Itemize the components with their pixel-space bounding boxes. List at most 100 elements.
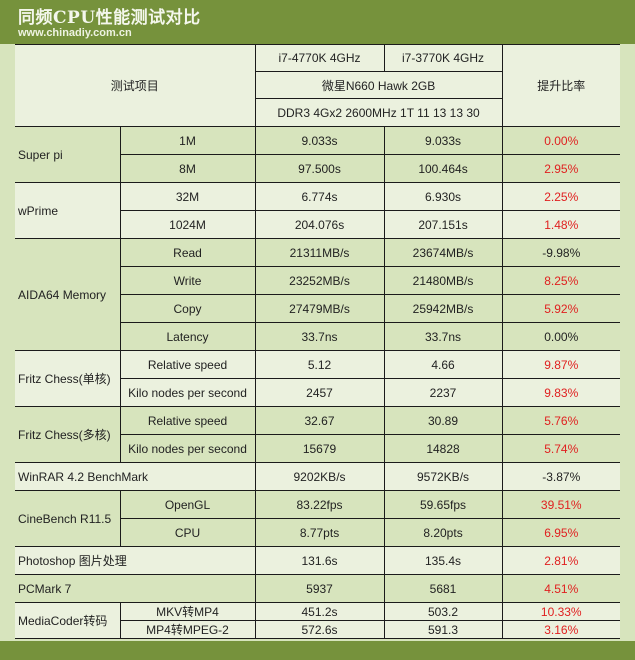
cpu-a-value: 32.67 bbox=[254, 406, 385, 435]
cpu-b-value: 5681 bbox=[383, 574, 503, 603]
table-row: CineBench R11.5 OpenGL 83.22fps 59.65fps… bbox=[15, 490, 621, 547]
cpu-a-value: 5.12 bbox=[254, 350, 385, 379]
header-test-item: 测试项目 bbox=[15, 44, 256, 127]
cpu-b-value: 59.65fps bbox=[383, 490, 503, 519]
cpu-a-value: 97.500s bbox=[254, 154, 385, 183]
cpu-a-value: 83.22fps bbox=[254, 490, 385, 519]
group-label: AIDA64 Memory bbox=[15, 238, 121, 351]
cpu-a-value: 9202KB/s bbox=[254, 462, 385, 491]
sub-item: 1024M bbox=[120, 210, 256, 239]
header-cpu-b: i7-3770K 4GHz bbox=[383, 44, 503, 72]
table-row: Kilo nodes per second 2457 2237 9.83% bbox=[15, 378, 621, 407]
sub-item: Write bbox=[120, 266, 256, 295]
cpu-a-value: 23252MB/s bbox=[254, 266, 385, 295]
header-banner: 同频CPU性能测试对比 www.chinadiy.com.cn bbox=[0, 0, 635, 44]
table-row: Latency 33.7ns 33.7ns 0.00% bbox=[15, 322, 621, 351]
cpu-b-value: 9.033s bbox=[383, 126, 503, 155]
header-improvement: 提升比率 bbox=[501, 44, 621, 127]
cpu-b-value: 8.20pts bbox=[383, 518, 503, 547]
improvement-value: 9.83% bbox=[501, 378, 621, 407]
header-cpu-a: i7-4770K 4GHz bbox=[254, 44, 385, 72]
cpu-b-value: 591.3 bbox=[383, 620, 503, 639]
table-row: AIDA64 Memory Read 21311MB/s 23674MB/s -… bbox=[15, 238, 621, 351]
cpu-b-value: 100.464s bbox=[383, 154, 503, 183]
cpu-a-value: 6.774s bbox=[254, 182, 385, 211]
cpu-a-value: 5937 bbox=[254, 574, 385, 603]
cpu-a-value: 15679 bbox=[254, 434, 385, 463]
cpu-b-value: 21480MB/s bbox=[383, 266, 503, 295]
cpu-b-value: 2237 bbox=[383, 378, 503, 407]
left-margin bbox=[0, 44, 15, 641]
improvement-value: 9.87% bbox=[501, 350, 621, 379]
sub-item: MKV转MP4 bbox=[119, 602, 256, 621]
cpu-a-value: 572.6s bbox=[254, 620, 385, 639]
improvement-value: 6.95% bbox=[501, 518, 621, 547]
table-row: Super pi 1M 9.033s 9.033s 0.00% bbox=[15, 126, 621, 183]
group-label: wPrime bbox=[15, 182, 121, 239]
improvement-value: 0.00% bbox=[501, 322, 621, 351]
cpu-a-value: 131.6s bbox=[254, 546, 385, 575]
cpu-a-value: 8.77pts bbox=[254, 518, 385, 547]
table-row: MP4转MPEG-2 572.6s 591.3 3.16% bbox=[15, 620, 621, 639]
table-row: wPrime 32M 6.774s 6.930s 2.25% bbox=[15, 182, 621, 239]
cpu-a-value: 2457 bbox=[254, 378, 385, 407]
cpu-b-value: 4.66 bbox=[383, 350, 503, 379]
improvement-value: 2.95% bbox=[501, 154, 621, 183]
cpu-b-value: 23674MB/s bbox=[383, 238, 503, 267]
table-row: Fritz Chess(单核) Relative speed 5.12 4.66… bbox=[15, 350, 621, 407]
site-url: www.chinadiy.com.cn bbox=[18, 27, 132, 39]
cpu-b-value: 503.2 bbox=[383, 602, 503, 621]
cpu-b-value: 30.89 bbox=[383, 406, 503, 435]
improvement-value: 4.51% bbox=[501, 574, 621, 603]
sub-item: 1M bbox=[119, 126, 256, 155]
right-margin bbox=[620, 44, 635, 641]
header-memory: DDR3 4Gx2 2600MHz 1T 11 13 13 30 bbox=[255, 98, 503, 127]
group-label: CineBench R11.5 bbox=[15, 490, 121, 547]
group-label: PCMark 7 bbox=[15, 574, 256, 603]
cpu-a-value: 9.033s bbox=[254, 126, 385, 155]
table-row: PCMark 7 5937 5681 4.51% bbox=[15, 574, 621, 603]
improvement-value: 10.33% bbox=[501, 602, 621, 621]
cpu-b-value: 14828 bbox=[383, 434, 503, 463]
cpu-a-value: 27479MB/s bbox=[254, 294, 385, 323]
benchmark-table: 测试项目 i7-4770K 4GHz i7-3770K 4GHz 提升比率 微星… bbox=[15, 44, 621, 639]
improvement-value: 5.74% bbox=[501, 434, 621, 463]
cpu-b-value: 9572KB/s bbox=[383, 462, 503, 491]
group-label: Fritz Chess(多核) bbox=[15, 406, 121, 463]
sub-item: Copy bbox=[120, 294, 256, 323]
sub-item: Relative speed bbox=[119, 350, 256, 379]
improvement-value: -3.87% bbox=[501, 462, 621, 491]
sub-item: Relative speed bbox=[119, 406, 256, 435]
cpu-a-value: 451.2s bbox=[254, 602, 385, 621]
group-label: Super pi bbox=[15, 126, 121, 183]
sub-item: OpenGL bbox=[119, 490, 256, 519]
improvement-value: 5.92% bbox=[501, 294, 621, 323]
group-label: Photoshop 图片处理 bbox=[15, 546, 256, 575]
cpu-a-value: 204.076s bbox=[254, 210, 385, 239]
sub-item: Kilo nodes per second bbox=[120, 378, 256, 407]
table-row: 1024M 204.076s 207.151s 1.48% bbox=[15, 210, 621, 239]
cpu-b-value: 207.151s bbox=[383, 210, 503, 239]
sub-item: Kilo nodes per second bbox=[120, 434, 256, 463]
sub-item: Latency bbox=[120, 322, 256, 351]
improvement-value: 0.00% bbox=[501, 126, 621, 155]
improvement-value: 1.48% bbox=[501, 210, 621, 239]
cpu-b-value: 6.930s bbox=[383, 182, 503, 211]
improvement-value: 2.81% bbox=[501, 546, 621, 575]
cpu-a-value: 21311MB/s bbox=[254, 238, 385, 267]
footer-banner bbox=[0, 641, 635, 660]
improvement-value: 5.76% bbox=[501, 406, 621, 435]
table-row: Fritz Chess(多核) Relative speed 32.67 30.… bbox=[15, 406, 621, 463]
group-label: WinRAR 4.2 BenchMark bbox=[15, 462, 256, 491]
sub-item: CPU bbox=[120, 518, 256, 547]
group-label: MediaCoder转码 bbox=[15, 602, 121, 639]
table-row: Copy 27479MB/s 25942MB/s 5.92% bbox=[15, 294, 621, 323]
page-title: 同频CPU性能测试对比 bbox=[18, 8, 201, 28]
group-label: Fritz Chess(单核) bbox=[15, 350, 121, 407]
improvement-value: 39.51% bbox=[501, 490, 621, 519]
cpu-b-value: 33.7ns bbox=[383, 322, 503, 351]
improvement-value: -9.98% bbox=[501, 238, 621, 267]
cpu-b-value: 25942MB/s bbox=[383, 294, 503, 323]
table-row: WinRAR 4.2 BenchMark 9202KB/s 9572KB/s -… bbox=[15, 462, 621, 491]
header-gpu: 微星N660 Hawk 2GB bbox=[255, 71, 503, 99]
